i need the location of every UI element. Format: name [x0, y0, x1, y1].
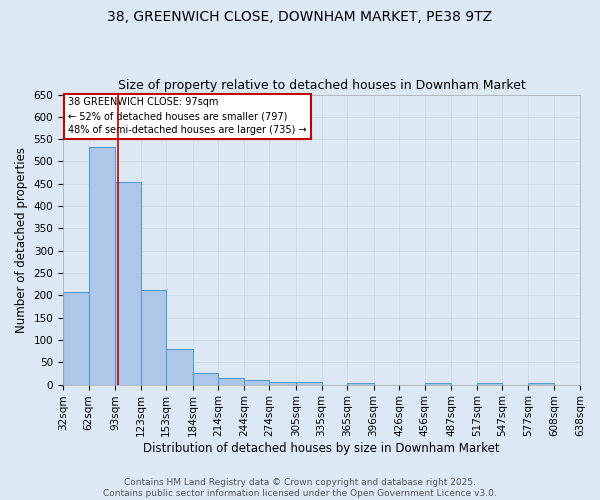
Bar: [477, 383, 502, 384]
Text: 38, GREENWICH CLOSE, DOWNHAM MARKET, PE38 9TZ: 38, GREENWICH CLOSE, DOWNHAM MARKET, PE3…: [107, 10, 493, 24]
X-axis label: Distribution of detached houses by size in Downham Market: Distribution of detached houses by size …: [143, 442, 500, 455]
Y-axis label: Number of detached properties: Number of detached properties: [15, 146, 28, 332]
Bar: [89, 147, 115, 384]
Title: Size of property relative to detached houses in Downham Market: Size of property relative to detached ho…: [118, 79, 526, 92]
Bar: [115, 182, 140, 384]
Bar: [166, 349, 193, 384]
Text: Contains HM Land Registry data © Crown copyright and database right 2025.
Contai: Contains HM Land Registry data © Crown c…: [103, 478, 497, 498]
Bar: [296, 382, 322, 384]
Bar: [425, 383, 451, 384]
Text: 38 GREENWICH CLOSE: 97sqm
← 52% of detached houses are smaller (797)
48% of semi: 38 GREENWICH CLOSE: 97sqm ← 52% of detac…: [68, 98, 307, 136]
Bar: [193, 374, 218, 384]
Bar: [63, 292, 89, 384]
Bar: [347, 383, 374, 384]
Bar: [269, 382, 296, 384]
Bar: [140, 290, 166, 384]
Bar: [244, 380, 269, 384]
Bar: [528, 383, 554, 384]
Bar: [218, 378, 244, 384]
